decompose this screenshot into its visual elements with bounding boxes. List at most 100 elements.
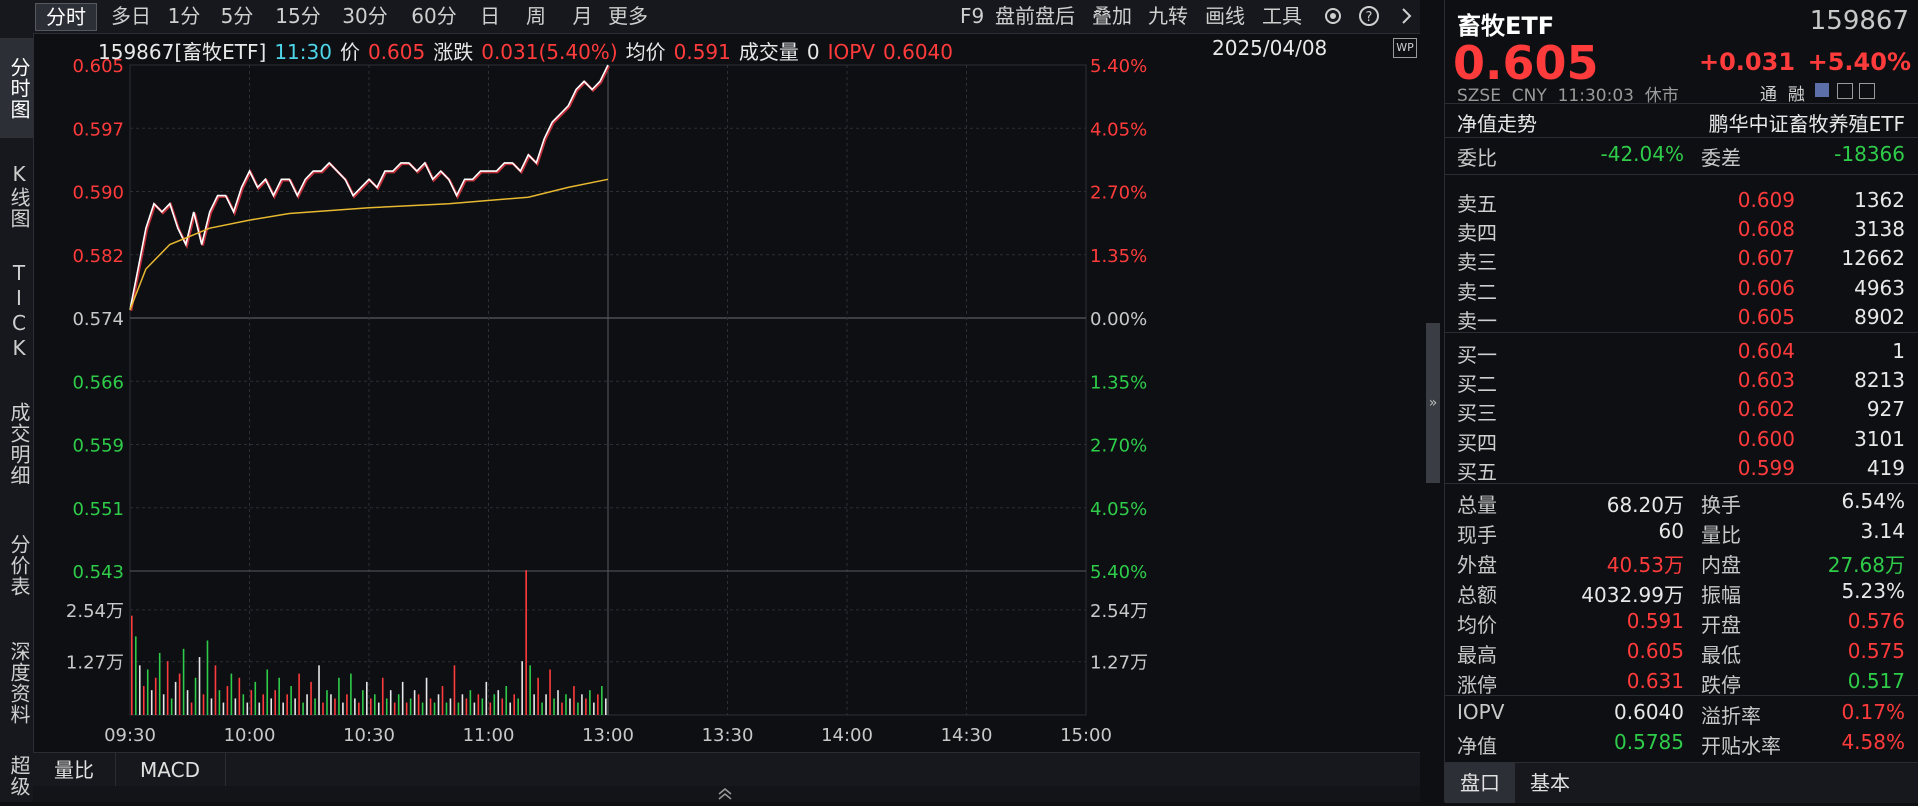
ask-label: 卖四 [1457, 221, 1497, 246]
volume-bar [262, 694, 265, 715]
period-tab-2[interactable]: 1分 [167, 4, 201, 28]
period-toolbar: 分时 多日 1分 5分 15分 30分 60分日 周 月更多 F9 盘前盘后 叠加 九转 画线 工具? [0, 0, 1420, 34]
quote-panel: 畜牧ETF 159867 0.605 +0.031 +5.40% SZSE CN… [1444, 0, 1918, 803]
margin-tags: 通 融 [1760, 80, 1805, 105]
volume-bar [178, 673, 181, 715]
period-tab-10[interactable]: 更多 [608, 4, 648, 28]
volume-bar [597, 694, 599, 715]
fund-full-name: 鹏华中证畜牧养殖ETF [1708, 112, 1905, 136]
stat-label: 溢折率 [1701, 704, 1761, 728]
left-tab-5[interactable]: 深度资料 [7, 641, 31, 725]
indicator-tab-0[interactable]: 量比 [33, 753, 116, 787]
volume-bar [138, 665, 141, 715]
ask-row-0[interactable]: 卖五 0.609 1362 [1445, 188, 1918, 217]
tool-button-3[interactable]: 九转 [1148, 4, 1188, 28]
volume-label: 成交量 [738, 40, 799, 64]
edit-icon[interactable] [1815, 83, 1829, 97]
left-tab-6[interactable]: 超级 [7, 755, 31, 797]
left-tab-1[interactable]: K线图 [7, 161, 31, 229]
period-tab-6[interactable]: 60分 [411, 4, 457, 28]
tool-button-1[interactable]: 盘前盘后 [995, 4, 1075, 28]
stat-label: 现手 [1457, 523, 1497, 547]
volume-bar [449, 698, 452, 715]
bid-row-1[interactable]: 买二 0.603 8213 [1445, 368, 1918, 397]
x-tick-label: 14:30 [941, 725, 993, 746]
volume-bar [401, 681, 404, 715]
wp-badge-icon[interactable]: WP [1393, 38, 1417, 58]
tag-tong[interactable]: 通 [1760, 85, 1777, 105]
exchange: SZSE [1457, 86, 1501, 106]
nav-row[interactable]: 净值走势 鹏华中证畜牧养殖ETF [1445, 108, 1918, 137]
volume-bar [202, 694, 205, 715]
period-tab-9[interactable]: 月 [572, 4, 593, 28]
volume-bar [150, 690, 153, 715]
tool-button-2[interactable]: 叠加 [1092, 4, 1132, 28]
tool-button-4[interactable]: 画线 [1205, 4, 1245, 28]
tool-button-0[interactable]: F9 [960, 4, 985, 28]
period-tab-5[interactable]: 30分 [342, 4, 388, 28]
left-tab-3[interactable]: 成交明细 [7, 402, 31, 486]
x-tick-label: 10:30 [343, 725, 395, 746]
chevron-right-icon[interactable] [1396, 5, 1418, 27]
ask-row-2[interactable]: 卖三 0.607 12662 [1445, 246, 1918, 275]
bell-icon[interactable] [1837, 83, 1853, 99]
panel-collapse-handle[interactable]: » [1426, 323, 1440, 483]
volume-bar [513, 694, 515, 715]
quote-tab-0[interactable]: 盘口 [1445, 763, 1515, 803]
period-tab-8[interactable]: 周 [526, 4, 546, 28]
volume-bar [282, 702, 284, 715]
indicator-tab-1[interactable]: MACD [115, 753, 226, 787]
quote-tab-1[interactable]: 基本 [1530, 771, 1570, 795]
chart-code-name: 159867[畜牧ETF] [98, 40, 267, 64]
ask-row-3[interactable]: 卖二 0.606 4963 [1445, 276, 1918, 305]
volume-bar [429, 698, 432, 715]
stat-value: 0.631 [1626, 669, 1684, 693]
period-tab-4[interactable]: 15分 [275, 4, 321, 28]
bid-row-2[interactable]: 买三 0.602 927 [1445, 397, 1918, 426]
bid-row-0[interactable]: 买一 0.604 1 [1445, 339, 1918, 368]
plus-icon[interactable] [1859, 83, 1875, 99]
volume-bar [186, 690, 189, 715]
volume-bar [346, 694, 348, 715]
left-tab-0[interactable]: 分时图 [0, 38, 33, 138]
stat-value: 0.17% [1841, 700, 1905, 724]
bid-row-3[interactable]: 买四 0.600 3101 [1445, 427, 1918, 456]
period-tab-7[interactable]: 日 [480, 4, 500, 28]
bid-price: 0.599 [1737, 455, 1795, 480]
period-tab-1[interactable]: 多日 [111, 4, 151, 28]
x-tick-label: 10:00 [224, 725, 276, 746]
volume-bar [517, 698, 519, 715]
volume-bar [553, 698, 555, 715]
volume-bar [210, 698, 213, 715]
svg-text:?: ? [1366, 10, 1373, 25]
gear-icon[interactable] [1322, 5, 1344, 27]
bid-volume: 3101 [1854, 426, 1905, 451]
ask-volume: 4963 [1854, 275, 1905, 300]
volume-bar [377, 702, 380, 715]
expand-up-icon[interactable] [33, 786, 1420, 802]
bottom-strip [33, 786, 1420, 802]
ask-row-1[interactable]: 卖四 0.608 3138 [1445, 217, 1918, 246]
weibi-row: 委比 -42.04% 委差 -18366 [1445, 142, 1918, 171]
period-tab-3[interactable]: 5分 [220, 4, 254, 28]
bid-row-4[interactable]: 买五 0.599 419 [1445, 456, 1918, 485]
volume-bar [170, 698, 173, 715]
stat-label: 总量 [1457, 493, 1497, 517]
currency: CNY [1511, 86, 1547, 106]
stat-label: 振幅 [1701, 583, 1741, 607]
tag-rong[interactable]: 融 [1787, 85, 1805, 105]
bid-price: 0.604 [1737, 339, 1795, 363]
period-tab-0[interactable]: 分时 [35, 3, 97, 31]
avg-price-line [129, 178, 609, 311]
volume-bar [565, 694, 567, 715]
volume-bar [310, 681, 312, 715]
left-tab-4[interactable]: 分价表 [7, 533, 31, 597]
help-icon[interactable]: ? [1358, 5, 1380, 27]
intraday-chart[interactable]: 0.605 5.40% 0.597 4.05% 0.590 2.70% 0.582 1.35%… [33, 33, 1420, 751]
chart-time: 11:30 [274, 40, 332, 64]
tool-button-5[interactable]: 工具 [1262, 4, 1302, 28]
x-tick-label: 14:00 [821, 725, 873, 746]
ask-row-4[interactable]: 卖一 0.605 8902 [1445, 305, 1918, 334]
left-tab-2[interactable]: TICK [7, 261, 31, 361]
volume-tick-label: 2.54万 [66, 601, 124, 622]
